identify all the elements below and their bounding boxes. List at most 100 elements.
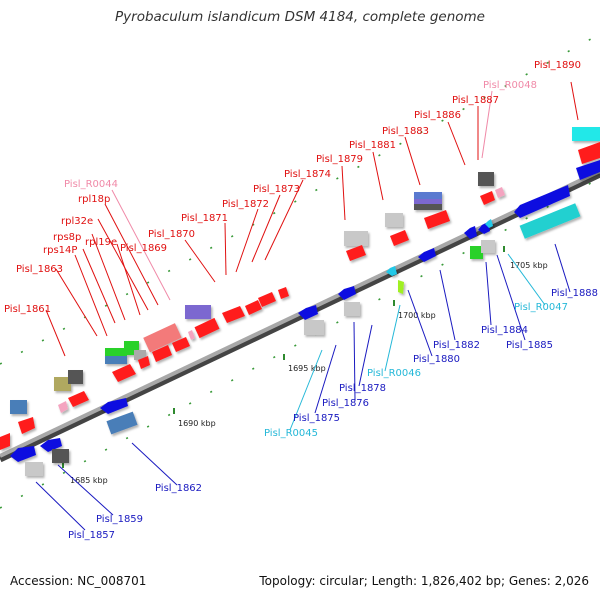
gene-box [519,203,581,239]
gene-box [106,411,138,435]
gene-box [52,449,69,463]
gene-label: Pisl_1863 [16,264,63,275]
gene-arrow [0,433,10,450]
gene-box [470,246,483,259]
gene-label: Pisl_1884 [481,325,528,336]
top-strand-genes [0,127,600,450]
scale-tick [503,246,505,252]
gene-label: Pisl_1862 [155,483,202,494]
gene-arrow [40,438,62,452]
gene-label: Pisl_1859 [96,514,143,525]
gene-arrow [245,300,262,315]
scale-label: 1695 kbp [288,364,326,373]
gene-arrow [390,230,409,246]
accession-text: Accession: NC_008701 [10,574,147,588]
gene-label: Pisl_R0046 [367,368,421,379]
gene-arrow [172,337,190,352]
gene-label: Pisl_1869 [120,243,167,254]
scale-tick [173,408,175,414]
gene-arrow [338,286,356,300]
gene-box [478,172,494,186]
gene-label: Pisl_1876 [322,398,369,409]
leader-lines [35,81,579,531]
gene-label: Pisl_1861 [4,304,51,315]
gene-label: Pisl_1882 [433,340,480,351]
gene-box [304,320,324,335]
gene-box [194,317,220,339]
gene-arrow [222,306,245,323]
gene-label: Pisl_1887 [452,95,499,106]
gene-label: Pisl_1888 [551,288,598,299]
scale-tick [62,462,64,468]
gene-label: rpl18p [78,194,110,205]
gene-box [414,204,442,210]
gene-label: Pisl_R0045 [264,428,318,439]
gene-arrow [58,401,68,413]
gene-label: Pisl_R0047 [514,302,568,313]
scale-label: 1705 kbp [510,261,548,270]
gene-arrow [100,398,128,414]
gene-box [54,377,71,391]
map-title: Pyrobaculum islandicum DSM 4184, complet… [115,9,485,25]
gene-box [481,240,495,253]
gene-arrow [18,417,35,434]
gene-arrow [464,226,477,239]
scale-label: 1690 kbp [178,419,216,428]
gene-label: Pisl_1875 [293,413,340,424]
gene-arrow [424,210,450,229]
gene-label: Pisl_1886 [414,110,461,121]
gene-label: Pisl_1874 [284,169,331,180]
gene-arrow [112,364,136,382]
gene-box [10,400,27,414]
scale-ticks [62,246,505,468]
scale-tick [283,354,285,360]
gene-box [143,323,182,353]
gene-box [105,348,127,358]
gene-label: Pisl_1883 [382,126,429,137]
gene-label: Pisl_1890 [534,60,581,71]
gene-arrow [346,245,366,261]
genome-summary-text: Topology: circular; Length: 1,826,402 bp… [259,574,589,588]
gene-label: Pisl_R0044 [64,179,118,190]
gene-box [385,213,403,227]
gene-label: Pisl_1879 [316,154,363,165]
gene-box [68,370,83,384]
gene-label: Pisl_1881 [349,140,396,151]
gene-box [25,462,43,476]
gene-arrow [514,185,570,218]
gene-arrow [578,142,600,164]
gene-box [414,192,442,199]
gene-arrow [152,345,172,362]
gene-arrow [298,305,318,320]
gene-box [185,305,211,319]
gene-label: Pisl_1873 [253,184,300,195]
gene-label: Pisl_1878 [339,383,386,394]
gene-label: Pisl_1872 [222,199,269,210]
gene-label: Pisl_R0048 [483,80,537,91]
gene-arrow [480,191,495,205]
gene-label: Pisl_1871 [181,213,228,224]
gene-label: rps8p [53,232,81,243]
gene-box [344,231,368,246]
scale-tick [393,300,395,306]
gene-box [572,127,600,141]
gene-box [344,302,360,316]
gene-arrow [576,160,600,180]
gene-arrow [258,292,276,307]
gene-box [134,350,146,360]
gene-label: rps14P [43,245,77,256]
gene-label: Pisl_1857 [68,530,115,541]
gene-arrow [386,266,397,276]
gene-arrow [485,219,493,228]
gene-label: rpl32e [61,216,93,227]
gene-arrow [138,356,150,369]
gene-arrow [188,330,195,340]
scale-label: 1685 kbp [70,476,108,485]
gene-arrow [68,391,89,407]
genome-backbone-shadow [0,170,600,463]
gene-arrow [398,280,404,294]
gene-arrow [418,248,436,262]
gene-box [414,199,442,204]
bottom-strand-genes [10,160,600,476]
